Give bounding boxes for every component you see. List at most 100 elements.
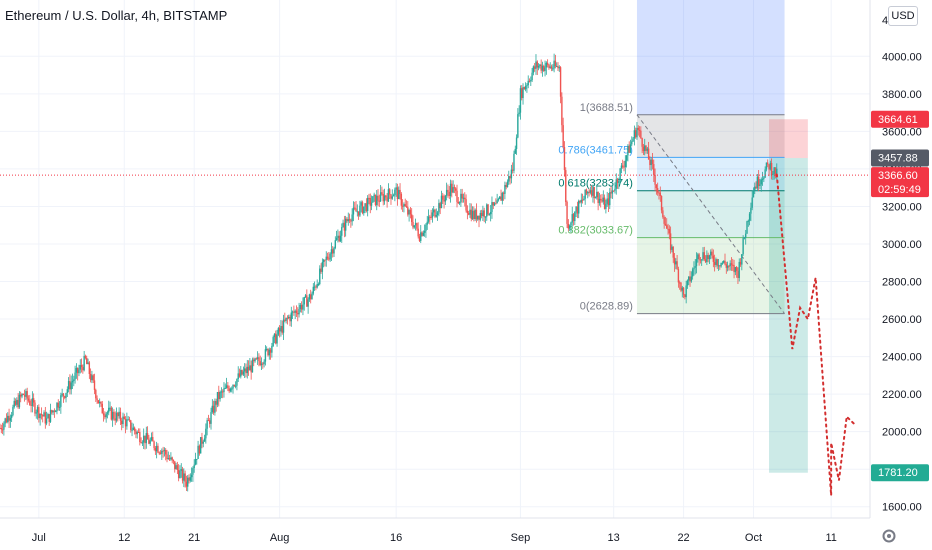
candle-body	[361, 202, 364, 214]
candle-body	[434, 209, 436, 217]
candle-body	[189, 477, 192, 481]
candle-body	[504, 184, 506, 194]
candle-body	[615, 179, 617, 189]
candle-body	[407, 207, 409, 215]
candle-body	[58, 406, 61, 408]
candle-body	[32, 398, 35, 403]
candle-body	[743, 237, 746, 239]
candle-body	[310, 294, 312, 300]
candle-body	[405, 206, 408, 208]
candle-body	[708, 255, 711, 260]
candle-body	[346, 218, 348, 222]
candle-body	[185, 481, 188, 487]
candle-body	[514, 148, 516, 154]
candle-body	[350, 220, 352, 222]
candle-body	[686, 280, 689, 286]
candle-body	[232, 384, 234, 389]
candle-body	[651, 159, 654, 165]
candle-body	[197, 445, 199, 460]
candle-body	[409, 210, 412, 215]
candle-body	[290, 312, 292, 322]
time-axis: Jul 12 21 Aug 16 Sep 13 22 Oct 11	[0, 517, 870, 544]
candle-body	[598, 198, 601, 204]
candle-body	[70, 382, 72, 390]
candle-body	[640, 130, 642, 139]
candle-body	[118, 411, 120, 417]
candle-body	[198, 445, 201, 454]
candle-body	[207, 420, 210, 422]
candle-body	[34, 402, 36, 414]
candle-body	[413, 225, 415, 228]
candle-body	[255, 358, 258, 360]
candle-body	[574, 211, 576, 222]
candle-body	[321, 261, 324, 272]
candle-body	[183, 473, 185, 481]
candle-body	[275, 333, 277, 344]
price-tick-label: 3000.00	[882, 239, 922, 251]
candle-body	[618, 181, 620, 183]
candle-body	[562, 125, 564, 148]
candle-body	[76, 367, 79, 374]
candle-body	[493, 203, 496, 206]
candle-body	[351, 214, 353, 222]
candle-body	[663, 217, 665, 224]
candle-body	[523, 87, 526, 90]
candle-body	[420, 232, 422, 241]
candle-body	[725, 264, 727, 268]
candle-body	[627, 145, 629, 156]
candle-body	[62, 393, 65, 397]
candle-body	[526, 85, 528, 87]
candle-body	[105, 413, 107, 418]
candle-body	[79, 365, 81, 370]
candle-body	[726, 265, 729, 268]
candle-body	[13, 400, 15, 407]
candle-body	[130, 420, 132, 431]
candle-body	[56, 402, 58, 412]
candle-body	[172, 459, 175, 462]
candle-body	[664, 223, 667, 226]
candle-body	[23, 394, 26, 397]
candle-body	[706, 255, 708, 263]
candle-body	[206, 420, 208, 429]
candle-body	[496, 200, 498, 204]
candle-body	[483, 210, 485, 217]
candle-body	[728, 265, 730, 267]
candle-body	[42, 415, 44, 417]
candle-body	[711, 251, 713, 256]
candle-body	[559, 67, 562, 97]
candle-body	[611, 190, 614, 194]
candle-body	[180, 469, 182, 471]
candle-body	[471, 210, 474, 219]
candle-body	[647, 148, 650, 160]
candle-body	[342, 222, 344, 228]
candle-body	[752, 190, 755, 198]
candle-body	[596, 191, 598, 198]
candle-body	[258, 357, 260, 362]
price-tag-entry: 3457.88	[871, 149, 929, 167]
time-tick-label: 21	[188, 532, 200, 544]
candle-body	[132, 427, 135, 430]
candle-body	[86, 358, 88, 365]
candle-body	[154, 447, 157, 452]
candle-body	[653, 164, 655, 175]
candle-body	[281, 326, 283, 333]
candle-body	[458, 202, 461, 204]
candle-body	[579, 200, 581, 203]
gear-icon[interactable]	[880, 527, 898, 545]
candle-body	[391, 196, 393, 199]
candle-body	[702, 252, 704, 260]
candle-body	[231, 388, 233, 390]
candle-body	[51, 410, 53, 413]
candle-body	[295, 310, 298, 314]
candle-body	[588, 191, 590, 193]
candle-body	[227, 385, 229, 389]
candle-body	[124, 418, 127, 427]
candle-body	[610, 192, 612, 194]
candle-body	[597, 191, 599, 204]
candle-body	[465, 199, 467, 211]
candle-body	[157, 445, 159, 453]
currency-button[interactable]: USD	[888, 6, 918, 26]
candle-body	[527, 80, 529, 86]
candle-body	[580, 199, 582, 203]
